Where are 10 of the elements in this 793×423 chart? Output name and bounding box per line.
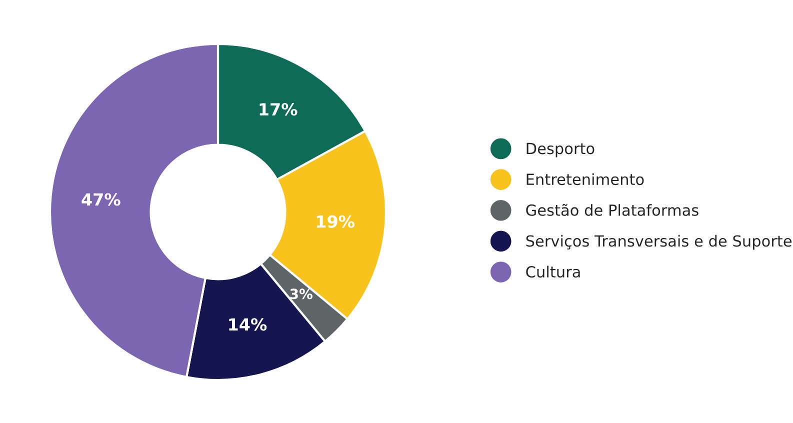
data-label: 14% xyxy=(229,318,267,331)
data-label: 47% xyxy=(82,193,120,206)
data-label: 3% xyxy=(290,288,313,300)
data-label: 17% xyxy=(260,103,298,116)
legend-label: Entretenimento xyxy=(526,173,644,186)
legend-label: Desporto xyxy=(526,142,594,158)
legend-label: Gestão de Plataformas xyxy=(526,204,698,216)
legend-label: Cultura xyxy=(526,266,580,278)
legend-label: Serviços Transversais e de Suporte xyxy=(526,234,792,250)
data-label: 19% xyxy=(317,215,354,228)
